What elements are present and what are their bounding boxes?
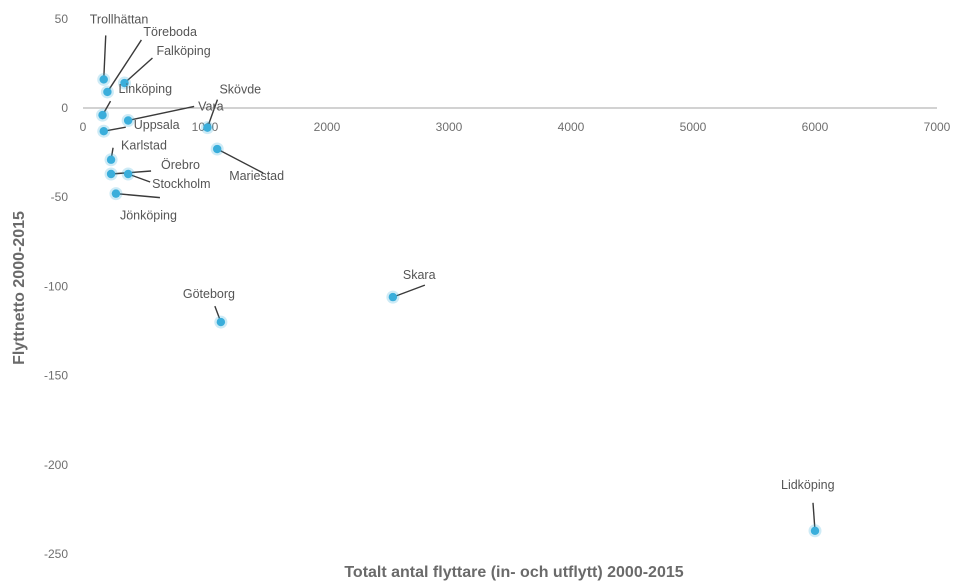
y-tick-label: 50 <box>55 12 69 26</box>
point-label-vara: Vara <box>198 99 224 113</box>
x-tick-label: 5000 <box>680 120 707 134</box>
x-axis-title: Totalt antal flyttare (in- och utflytt) … <box>344 564 683 581</box>
y-axis-ticks: 50 0 -50 -100 -150 -200 -250 <box>44 12 68 561</box>
y-tick-label: -200 <box>44 458 68 472</box>
x-tick-label: 3000 <box>436 120 463 134</box>
data-point-g-teborg <box>216 317 226 327</box>
point-label-falk-ping: Falköping <box>156 44 210 58</box>
leader-line-t-reboda <box>106 39 142 93</box>
data-point-stockholm <box>123 169 133 179</box>
x-axis-ticks: 01000200030004000500060007000 <box>80 120 951 134</box>
leader-line-trollh-ttan <box>103 35 107 80</box>
data-point-vara <box>123 116 133 125</box>
data-point-karlstad <box>106 155 116 164</box>
y-axis-title: Flyttnetto 2000-2015 <box>11 211 28 365</box>
data-point-mariestad <box>213 144 222 154</box>
data-point--rebro <box>106 169 116 179</box>
point-label-skara: Skara <box>403 268 436 282</box>
data-point-j-nk-ping <box>111 189 121 198</box>
y-tick-label: -150 <box>44 369 68 383</box>
x-tick-label: 2000 <box>314 120 341 134</box>
data-point-skara <box>388 292 398 302</box>
label-leader-lines <box>101 35 816 531</box>
point-label-sk-vde: Skövde <box>219 83 261 97</box>
leader-line-lidk-ping <box>812 502 816 531</box>
data-point-trollh-ttan <box>99 75 108 84</box>
point-label-j-nk-ping: Jönköping <box>120 209 177 223</box>
point-label-link-ping: Linköping <box>119 82 173 96</box>
data-point-uppsala <box>99 126 108 136</box>
x-tick-label: 0 <box>80 120 87 134</box>
x-tick-label: 4000 <box>558 120 585 134</box>
data-point-link-ping <box>98 110 107 120</box>
leader-line-falk-ping <box>124 57 153 84</box>
y-tick-label: -250 <box>44 547 68 561</box>
point-label-stockholm: Stockholm <box>152 177 210 191</box>
leader-line-mariestad <box>216 148 264 174</box>
y-tick-label: 0 <box>61 101 68 115</box>
leader-line-skara <box>392 284 426 298</box>
point-label-trollh-ttan: Trollhättan <box>90 12 149 26</box>
data-point-sk-vde <box>203 123 212 132</box>
data-point-lidk-ping <box>810 526 820 536</box>
point-label-lidk-ping: Lidköping <box>781 478 835 492</box>
data-points <box>96 72 822 538</box>
data-point-t-reboda <box>103 87 112 97</box>
leader-line-sk-vde <box>206 99 219 128</box>
point-label-mariestad: Mariestad <box>229 169 284 183</box>
point-label-g-teborg: Göteborg <box>183 287 235 301</box>
point-label-karlstad: Karlstad <box>121 139 167 153</box>
data-point-falk-ping <box>120 78 129 88</box>
y-tick-label: -100 <box>44 279 68 293</box>
leader-line-vara <box>127 105 195 122</box>
point-label-t-reboda: Töreboda <box>143 25 197 39</box>
x-tick-label: 7000 <box>924 120 951 134</box>
y-tick-label: -50 <box>51 190 69 204</box>
point-label--rebro: Örebro <box>161 158 200 172</box>
x-tick-label: 6000 <box>802 120 829 134</box>
leader-line-j-nk-ping <box>115 192 161 199</box>
point-label-uppsala: Uppsala <box>134 118 180 132</box>
